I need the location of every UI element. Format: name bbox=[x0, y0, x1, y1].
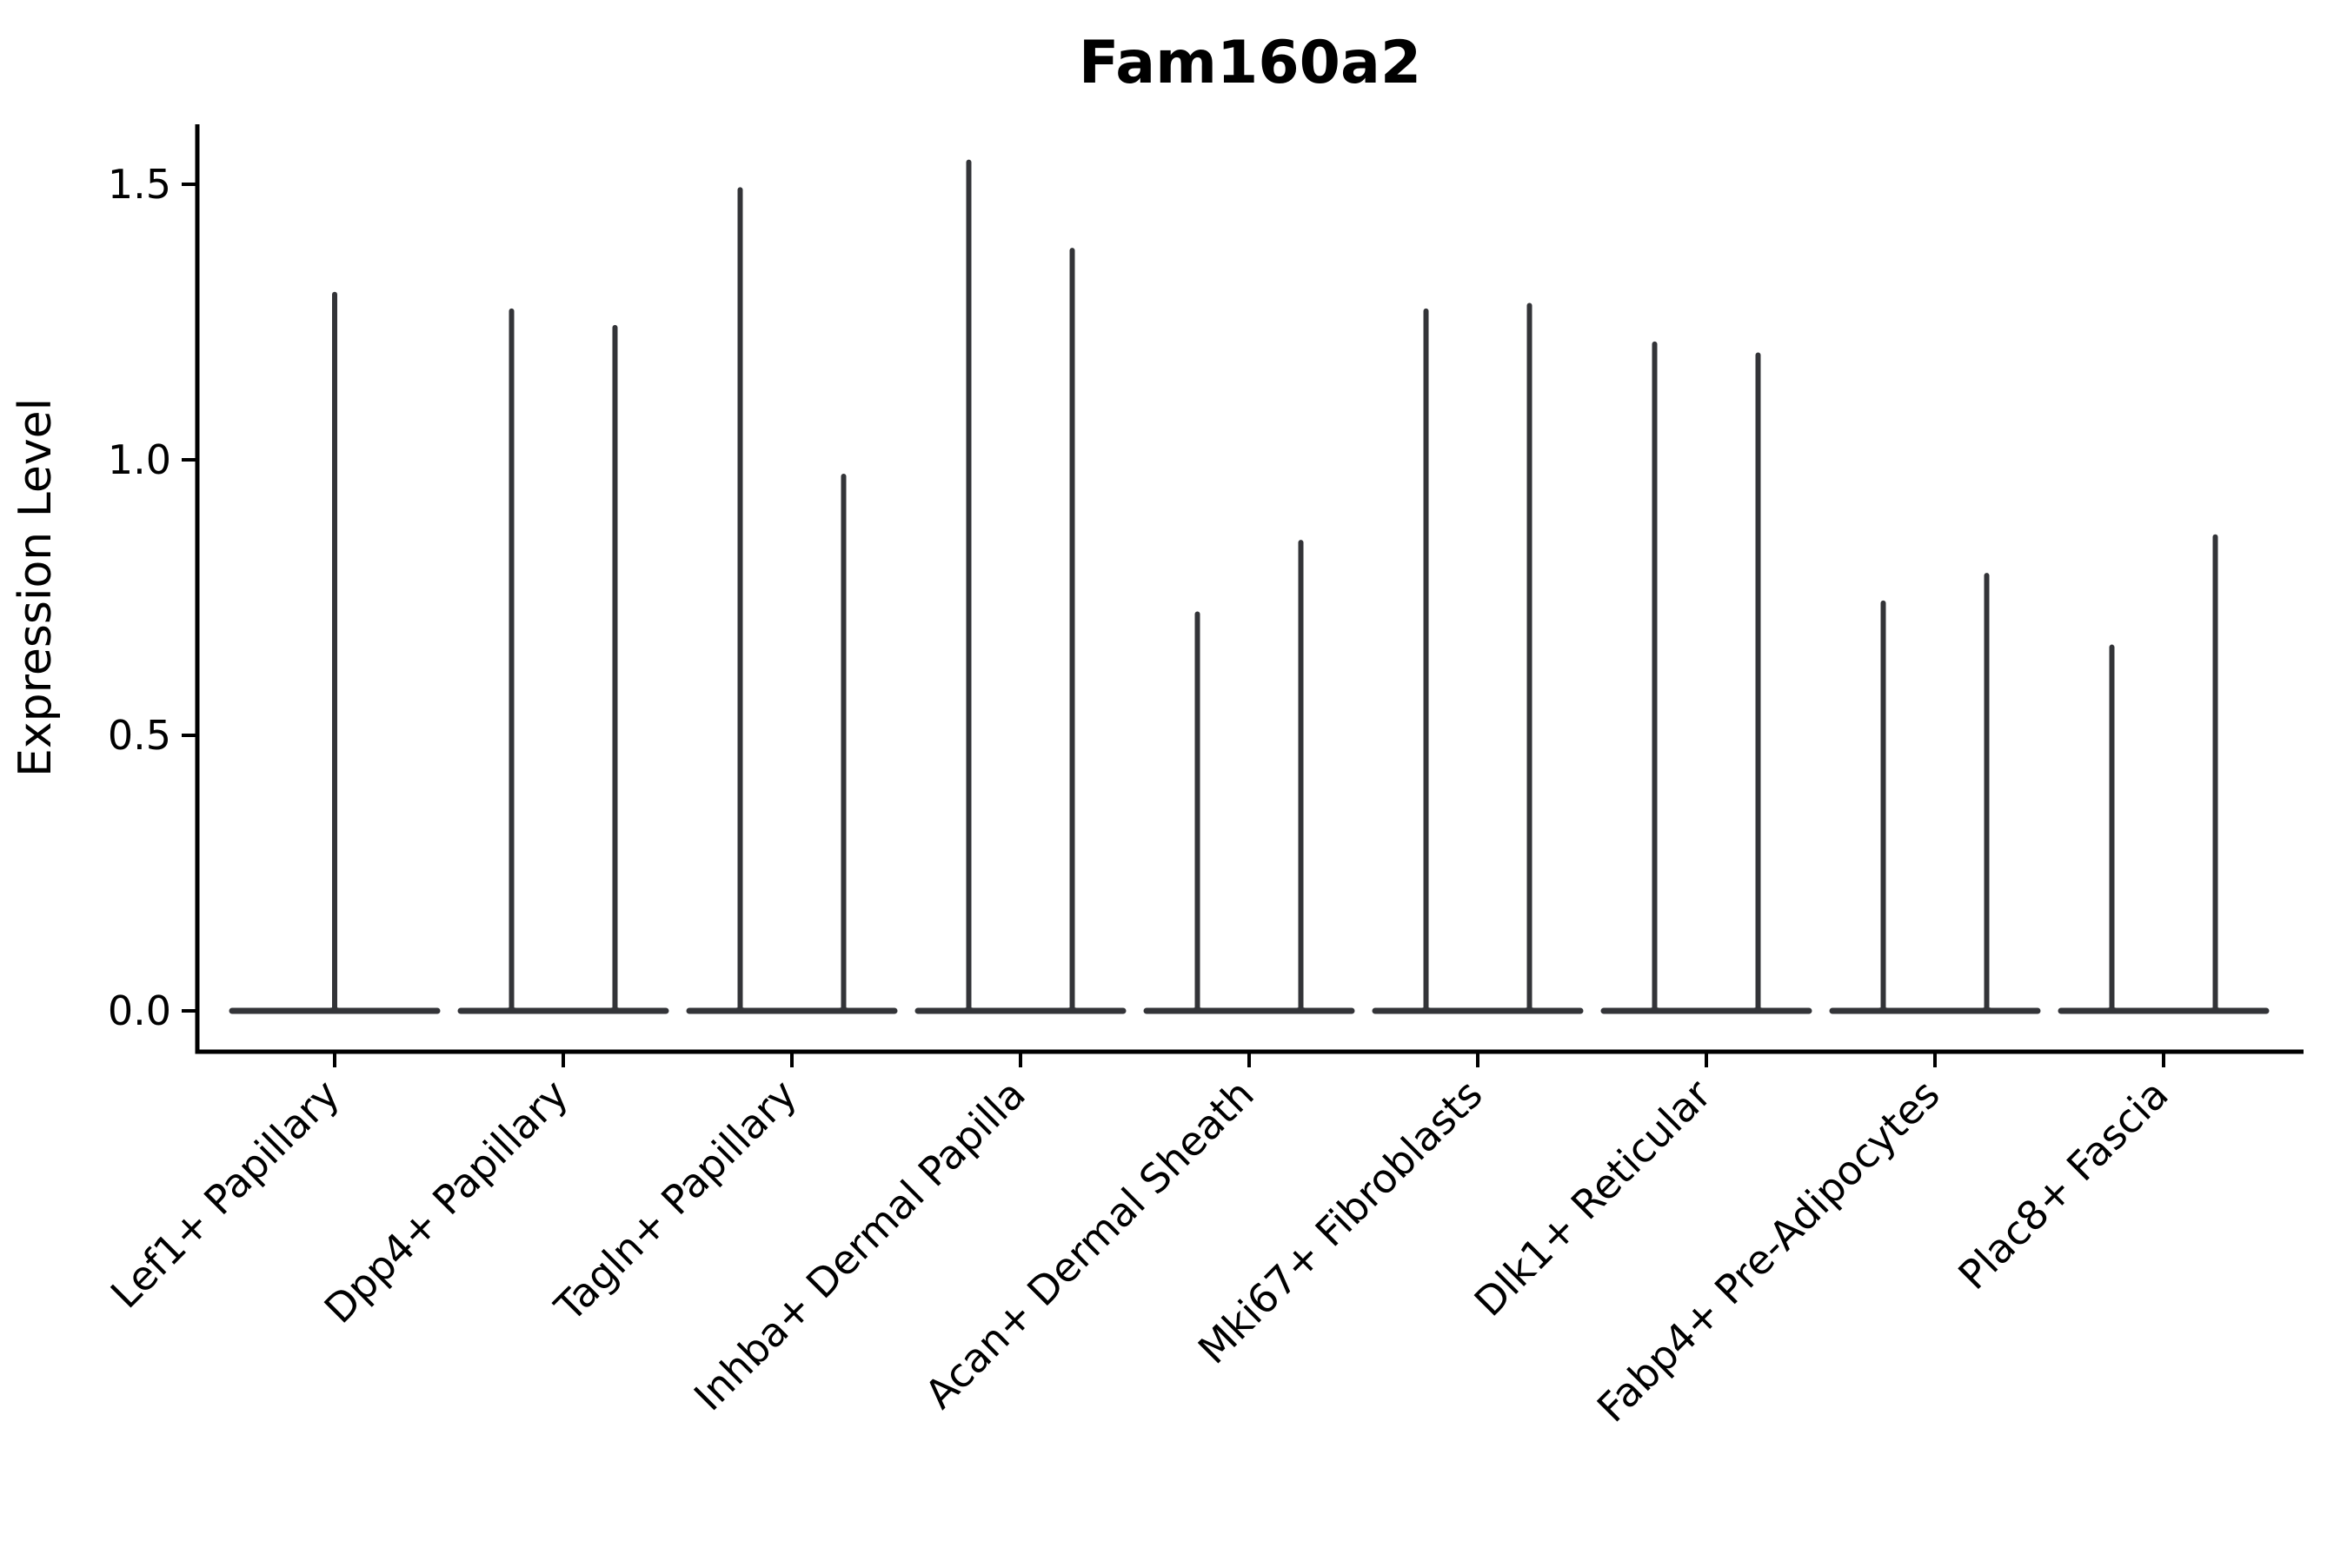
y-tick-label: 1.5 bbox=[108, 161, 171, 208]
chart-title: Fam160a2 bbox=[1079, 29, 1421, 97]
category-label-2: Dpp4+ Papillary bbox=[316, 1071, 577, 1332]
violin-base-bump bbox=[2099, 1007, 2124, 1011]
violin-group-6 bbox=[1372, 302, 1584, 1014]
violin-group-2 bbox=[457, 308, 669, 1014]
violin-group-5 bbox=[1143, 540, 1355, 1014]
violin-group-9 bbox=[2058, 534, 2270, 1014]
category-label-3: Tagln+ Papillary bbox=[545, 1071, 806, 1332]
violin-base-bump bbox=[322, 1007, 347, 1011]
y-tick-label: 0.0 bbox=[108, 987, 171, 1034]
violin-group-4 bbox=[914, 159, 1127, 1014]
y-axis-label: Expression Level bbox=[10, 398, 62, 777]
violin-group-7 bbox=[1600, 341, 1812, 1014]
category-label-1: Lef1+ Papillary bbox=[102, 1071, 349, 1318]
category-label-9: Plac8+ Fascia bbox=[1949, 1071, 2177, 1299]
violin-base-bump bbox=[831, 1007, 856, 1011]
violin-base-bump bbox=[1745, 1007, 1771, 1011]
violin-base-bump bbox=[1413, 1007, 1439, 1011]
violin-layer bbox=[229, 159, 2270, 1014]
violin-base-bump bbox=[1871, 1007, 1896, 1011]
violin-base-bump bbox=[1642, 1007, 1667, 1011]
category-label-7: Dlk1+ Reticular bbox=[1466, 1071, 1720, 1325]
violin-group-8 bbox=[1829, 573, 2041, 1014]
violin-base-bump bbox=[1060, 1007, 1085, 1011]
violin-base-bump bbox=[2203, 1007, 2228, 1011]
violin-base-bump bbox=[1185, 1007, 1210, 1011]
violin-base-bump bbox=[1974, 1007, 1999, 1011]
y-tick-label: 1.0 bbox=[108, 436, 171, 483]
y-tick-label: 0.5 bbox=[108, 712, 171, 759]
violin-base-bump bbox=[499, 1007, 524, 1011]
violin-base-bump bbox=[602, 1007, 628, 1011]
violin-base-bump bbox=[1517, 1007, 1542, 1011]
violin-base-bump bbox=[728, 1007, 753, 1011]
violin-base-bump bbox=[956, 1007, 981, 1011]
violin-group-1 bbox=[229, 291, 441, 1014]
violin-group-3 bbox=[686, 187, 898, 1014]
violin-base-bump bbox=[1288, 1007, 1313, 1011]
